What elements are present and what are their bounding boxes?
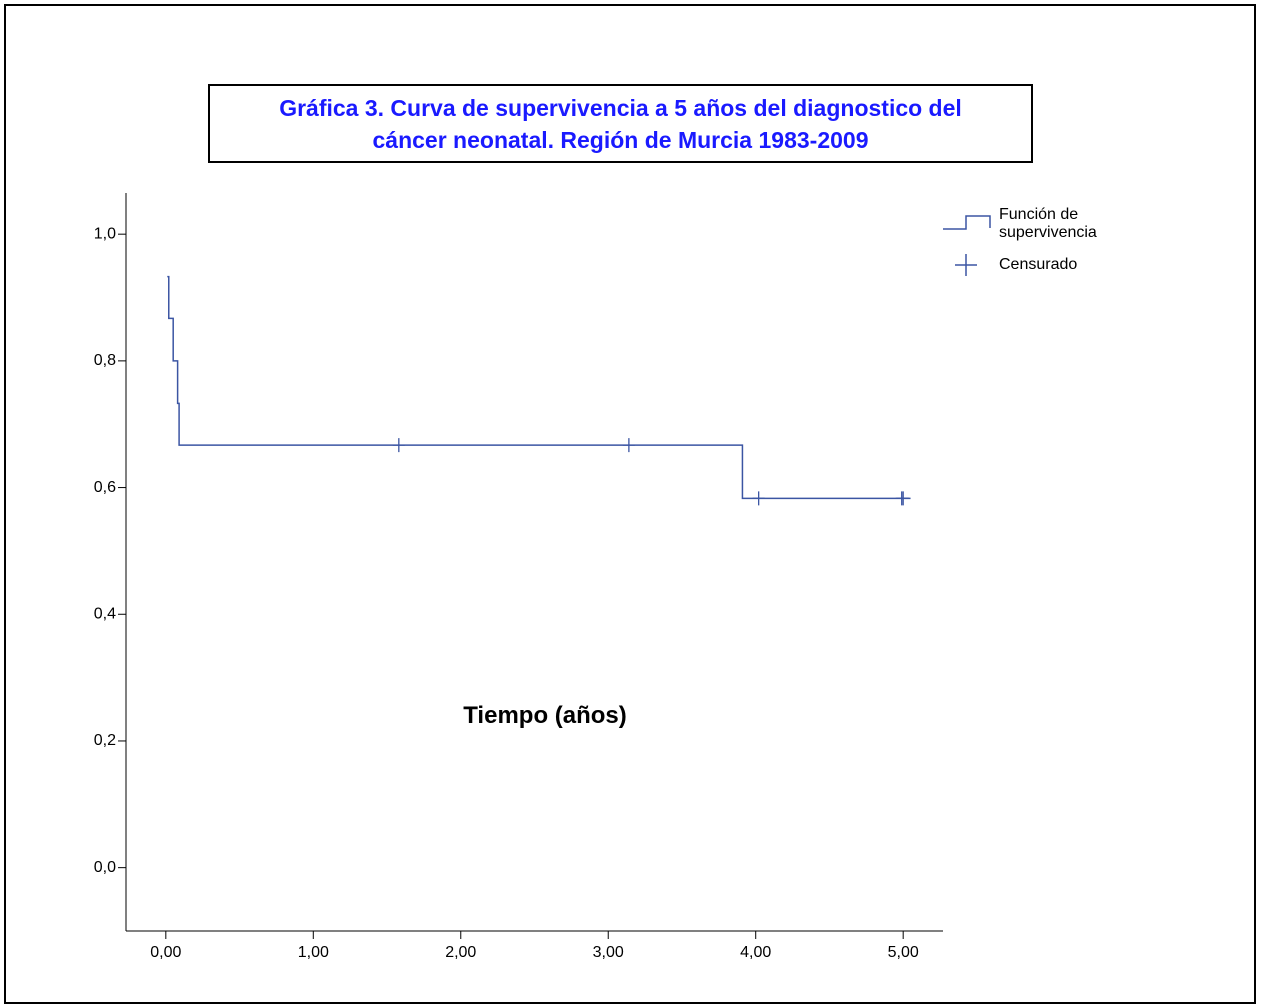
censored-mark [622, 438, 635, 453]
y-tick-label: 0,4 [94, 605, 116, 622]
x-tick-label: 3,00 [593, 944, 624, 961]
censored-mark [897, 491, 910, 506]
y-tick-label: 0,6 [94, 479, 116, 496]
y-tick-label: 0,2 [94, 732, 116, 749]
survival-line [167, 275, 911, 500]
x-tick-label: 2,00 [445, 944, 476, 961]
legend-label: Función de supervivencia [999, 206, 1097, 241]
y-tick-label: 1,0 [94, 225, 116, 242]
y-tick-label: 0,0 [94, 859, 116, 876]
legend-symbol [943, 215, 991, 230]
x-axis-label: Tiempo (años) [463, 702, 627, 729]
censored-mark [752, 491, 765, 506]
censored-mark [392, 438, 405, 453]
title-box: Gráfica 3. Curva de supervivencia a 5 añ… [208, 84, 1033, 163]
x-tick-label: 1,00 [298, 944, 329, 961]
legend-symbol [955, 254, 977, 276]
x-tick-label: 5,00 [888, 944, 919, 961]
x-tick-label: 4,00 [740, 944, 771, 961]
x-tick-label: 0,00 [150, 944, 181, 961]
legend-label: Censurado [999, 256, 1078, 273]
y-tick-label: 0,8 [94, 352, 116, 369]
chart-title: Gráfica 3. Curva de supervivencia a 5 añ… [279, 94, 962, 153]
